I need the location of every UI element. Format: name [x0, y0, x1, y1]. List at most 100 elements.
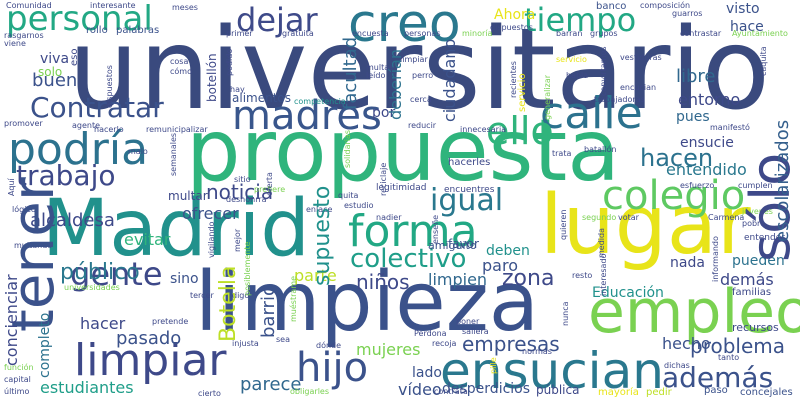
word-guarros: guarros — [672, 9, 703, 18]
word-saliera: saliera — [462, 327, 489, 336]
word-limpiar2: limpiar — [400, 55, 428, 64]
word-mostrame: muéstrame — [289, 276, 298, 322]
word-limpiar: limpiar — [74, 335, 227, 386]
word-barran: barran — [556, 29, 583, 38]
word-nadier: nadier — [376, 213, 402, 222]
word-como: cómo — [170, 67, 192, 76]
word-calle: calle — [540, 88, 643, 139]
word-publico: público — [60, 260, 140, 285]
word-igual: igual — [430, 183, 504, 218]
word-entorno: entorno — [678, 90, 741, 109]
word-cumplen: cumplen — [738, 181, 773, 190]
word-alcaldesa: alcaldesa — [30, 210, 115, 231]
word-convirtamos: convirtamos — [599, 46, 608, 96]
word-demas: demás — [720, 270, 774, 289]
word-remunicipalizar: remunicipalizar — [146, 125, 208, 134]
word-madres: madres — [232, 93, 382, 139]
word-reciclaje: reciclaje — [379, 162, 388, 196]
word-evitar: evitar — [124, 230, 171, 249]
word-injusta: injusta — [232, 339, 259, 348]
word-concienciar: concienciar — [2, 274, 21, 366]
word-ahora: Ahora — [494, 7, 536, 23]
word-paro: paro — [482, 256, 518, 275]
word-cerca: cerca — [410, 95, 432, 104]
word-primer: primer — [226, 29, 253, 38]
word-universidades: universidades — [64, 283, 120, 292]
word-ensucian: ensucian — [440, 342, 664, 400]
word-escolarizados: escolarizados — [772, 119, 793, 242]
word-limpian: dispuestos — [490, 23, 533, 32]
word-meses: meses — [172, 3, 198, 12]
word-interesante: interesante — [90, 1, 136, 10]
word-entendido: entendido — [666, 160, 747, 179]
word-trabajadoras: trabajadoras — [594, 95, 645, 104]
word-contrata: contrata — [434, 387, 468, 396]
word-ninos: niños — [356, 270, 410, 294]
word-sino: sino — [170, 271, 199, 287]
word-posiblemente: posiblemente — [243, 241, 252, 296]
word-aqui: Aquí — [7, 178, 16, 196]
word-encuentres: encuentres — [444, 185, 495, 195]
word-capital: capital — [4, 375, 31, 384]
word-empleo: empleo — [588, 277, 800, 347]
word-educacion: Educación — [592, 285, 664, 301]
word-empresas: empresas — [462, 332, 560, 356]
word-grupos: grupos — [590, 29, 618, 38]
word-votar: votar — [618, 213, 639, 222]
word-puesto: podido — [225, 48, 234, 76]
word-hay: hay — [230, 85, 245, 94]
word-hacen: hacen — [640, 144, 714, 172]
word-legitimidad: legitimidad — [376, 183, 427, 193]
word-podido: servicio — [556, 55, 587, 64]
word-vigilando: vigilando — [207, 221, 216, 258]
word-nunca: nunca — [561, 301, 570, 326]
word-limpien: limpien — [428, 270, 488, 289]
word-hecho: hecho — [662, 334, 711, 353]
word-viene: viene — [4, 39, 26, 48]
word-gente: gente — [70, 255, 163, 293]
word-visto: visto — [726, 1, 760, 17]
word-multas: multas — [366, 63, 394, 72]
word-colectivo: colectivo — [350, 244, 467, 274]
word-composicion: composición — [640, 1, 691, 10]
word-minoria: minoría — [462, 29, 493, 38]
word-ademas: además — [662, 361, 774, 394]
word-cierto: cierto — [198, 389, 221, 398]
word-encuesta: encuesta — [352, 29, 389, 38]
word-viva: viva — [40, 51, 70, 67]
word-madrid: Madrid — [42, 184, 310, 274]
word-trata: trata — [552, 149, 572, 158]
word-sitio: sitio — [234, 175, 251, 184]
word-ello: ello — [486, 109, 554, 153]
word-tiempo: tiempo — [524, 1, 637, 39]
word-poner: poner — [456, 317, 480, 326]
word-recoja: recoja — [432, 339, 457, 348]
word-parece: parece — [240, 374, 302, 395]
word-ciudadano: ciudadano — [440, 38, 459, 122]
word-quita: quita — [338, 191, 359, 200]
word-pasado: pasado — [116, 328, 182, 349]
word-desperdicios: desperdicios — [442, 381, 531, 397]
word-tercer: tercer — [190, 291, 214, 300]
word-habla: habla — [566, 71, 589, 80]
word-gratuita: gratuita — [282, 29, 314, 38]
word-colegio: colegio — [602, 173, 746, 219]
word-trabajo: trabajo — [16, 159, 116, 192]
word-tanto: tanto — [718, 353, 740, 362]
word-noticia: noticia — [206, 180, 274, 204]
word-promover: promover — [4, 119, 43, 128]
word-servicio: servicio — [517, 73, 528, 112]
word-deshonrra: deshonrra — [226, 195, 267, 204]
word-banco: banco — [596, 1, 627, 12]
word-personal: personal — [6, 0, 153, 39]
word-creo: creo — [348, 0, 461, 54]
word-solidarias: solidarias — [343, 129, 352, 168]
word-hacer: hacer — [80, 314, 126, 333]
word-lugar: lugar — [540, 178, 751, 273]
word-nada: nada — [670, 255, 705, 271]
word-amiguito: amiguito — [428, 239, 477, 252]
word-familias: familias — [732, 287, 772, 298]
word-pues: pues — [676, 109, 710, 125]
word-vestiduras: vestiduras — [620, 53, 662, 62]
